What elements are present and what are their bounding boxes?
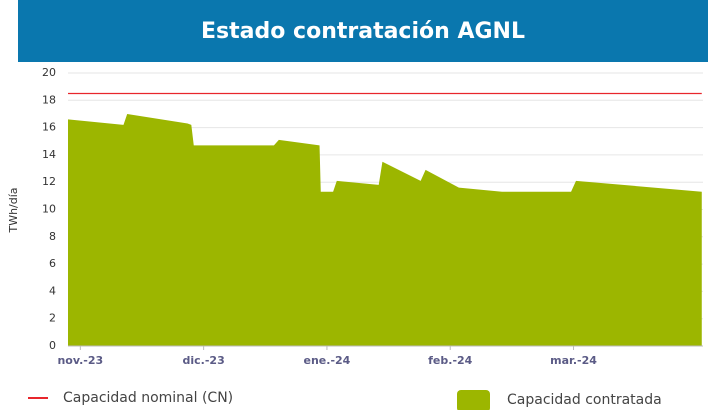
area — [68, 113, 702, 346]
chart-title: Estado contratación AGNL — [201, 19, 525, 44]
x-tick-label: nov.-23 — [57, 354, 103, 367]
y-axis-label: TWh/día — [7, 187, 20, 233]
legend-swatch — [457, 390, 490, 410]
y-tick-label: 12 — [42, 175, 56, 188]
y-tick-label: 8 — [49, 230, 56, 243]
y-tick-label: 10 — [42, 203, 56, 216]
x-tick-label: ene.-24 — [304, 354, 351, 367]
y-tick-label: 6 — [49, 257, 56, 270]
y-tick-label: 16 — [42, 121, 56, 134]
y-tick-label: 2 — [49, 312, 56, 325]
y-tick-label: 0 — [49, 339, 56, 352]
y-tick-label: 20 — [42, 66, 56, 79]
x-tick-label: mar.-24 — [550, 354, 597, 367]
y-tick-label: 18 — [42, 93, 56, 106]
marks — [68, 92, 702, 346]
title-bar — [18, 0, 708, 62]
x-tick-label: dic.-23 — [183, 354, 225, 367]
x-tick-label: feb.-24 — [428, 354, 473, 367]
legend-label: Capacidad nominal (CN) — [63, 390, 233, 406]
y-tick-label: 4 — [49, 284, 56, 297]
legend-label: Capacidad contratada — [507, 392, 662, 408]
y-tick-label: 14 — [42, 148, 56, 161]
axes: 0 2 4 6 8 10 12 14 16 18 20 nov.-23 dic.-23 ene.-24 fe… — [42, 66, 703, 367]
legend: Capacidad nominal (CN) Capacidad contrata… — [28, 390, 662, 410]
